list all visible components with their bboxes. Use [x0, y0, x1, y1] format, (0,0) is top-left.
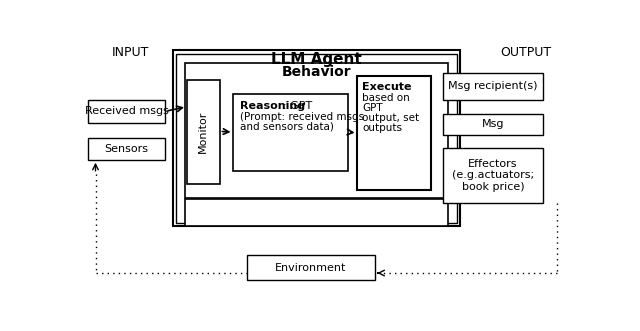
Bar	[173, 51, 460, 226]
Bar	[176, 54, 457, 223]
Text: Msg: Msg	[482, 119, 504, 129]
Text: OUTPUT: OUTPUT	[500, 46, 551, 59]
Text: Effectors
(e.g.actuators;
book price): Effectors (e.g.actuators; book price)	[452, 159, 534, 192]
Text: and sensors data): and sensors data)	[239, 121, 333, 131]
Bar	[184, 63, 448, 198]
Bar	[88, 100, 165, 123]
Text: Environment: Environment	[275, 262, 346, 273]
Bar	[443, 73, 543, 100]
Bar	[358, 76, 431, 190]
Text: based on: based on	[362, 93, 410, 103]
Text: Execute: Execute	[362, 82, 412, 92]
Text: (Prompt: received msgs: (Prompt: received msgs	[239, 112, 364, 122]
Text: INPUT: INPUT	[112, 46, 149, 59]
Bar	[234, 94, 348, 170]
Text: output, set: output, set	[362, 113, 419, 123]
Bar	[184, 199, 448, 226]
Text: GPT: GPT	[362, 103, 383, 113]
Text: Msg recipient(s): Msg recipient(s)	[449, 81, 538, 91]
Bar	[443, 114, 543, 135]
Text: :: :	[396, 82, 400, 92]
Text: LLM Agent: LLM Agent	[271, 52, 362, 67]
Bar	[88, 138, 165, 160]
Text: Monitor: Monitor	[198, 110, 208, 153]
Text: : GPT: : GPT	[283, 101, 312, 111]
Text: Received msgs: Received msgs	[84, 106, 168, 116]
Text: outputs: outputs	[362, 123, 402, 133]
Bar	[246, 255, 374, 280]
Text: Reasoning: Reasoning	[239, 101, 305, 111]
Bar	[187, 80, 220, 184]
Text: Sensors: Sensors	[104, 144, 148, 154]
Text: Behavior: Behavior	[282, 65, 351, 79]
Bar	[443, 148, 543, 203]
